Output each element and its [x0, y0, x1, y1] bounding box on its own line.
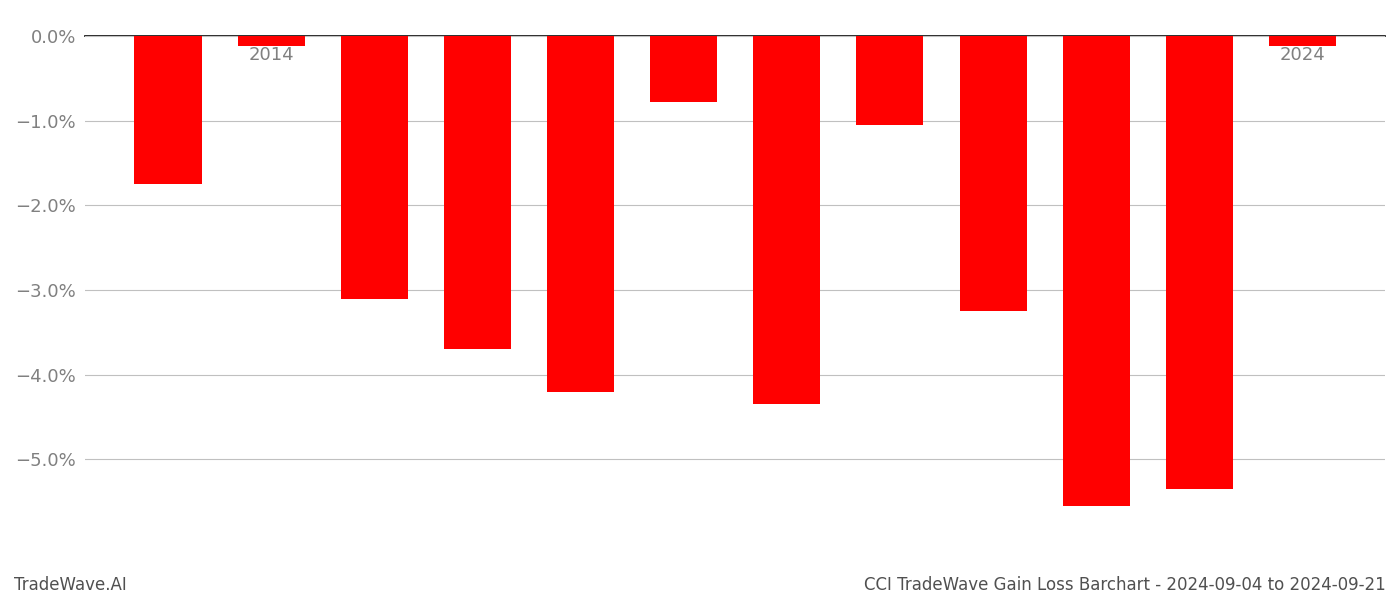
Bar — [340, 36, 407, 299]
Bar — [1166, 36, 1233, 489]
Bar — [753, 36, 820, 404]
Bar — [238, 36, 305, 46]
Text: TradeWave.AI: TradeWave.AI — [14, 576, 127, 594]
Bar — [959, 36, 1026, 311]
Bar — [134, 36, 202, 184]
Bar — [1268, 36, 1336, 46]
Bar — [857, 36, 924, 125]
Bar — [547, 36, 615, 392]
Bar — [1063, 36, 1130, 506]
Bar — [444, 36, 511, 349]
Bar — [650, 36, 717, 102]
Text: CCI TradeWave Gain Loss Barchart - 2024-09-04 to 2024-09-21: CCI TradeWave Gain Loss Barchart - 2024-… — [864, 576, 1386, 594]
